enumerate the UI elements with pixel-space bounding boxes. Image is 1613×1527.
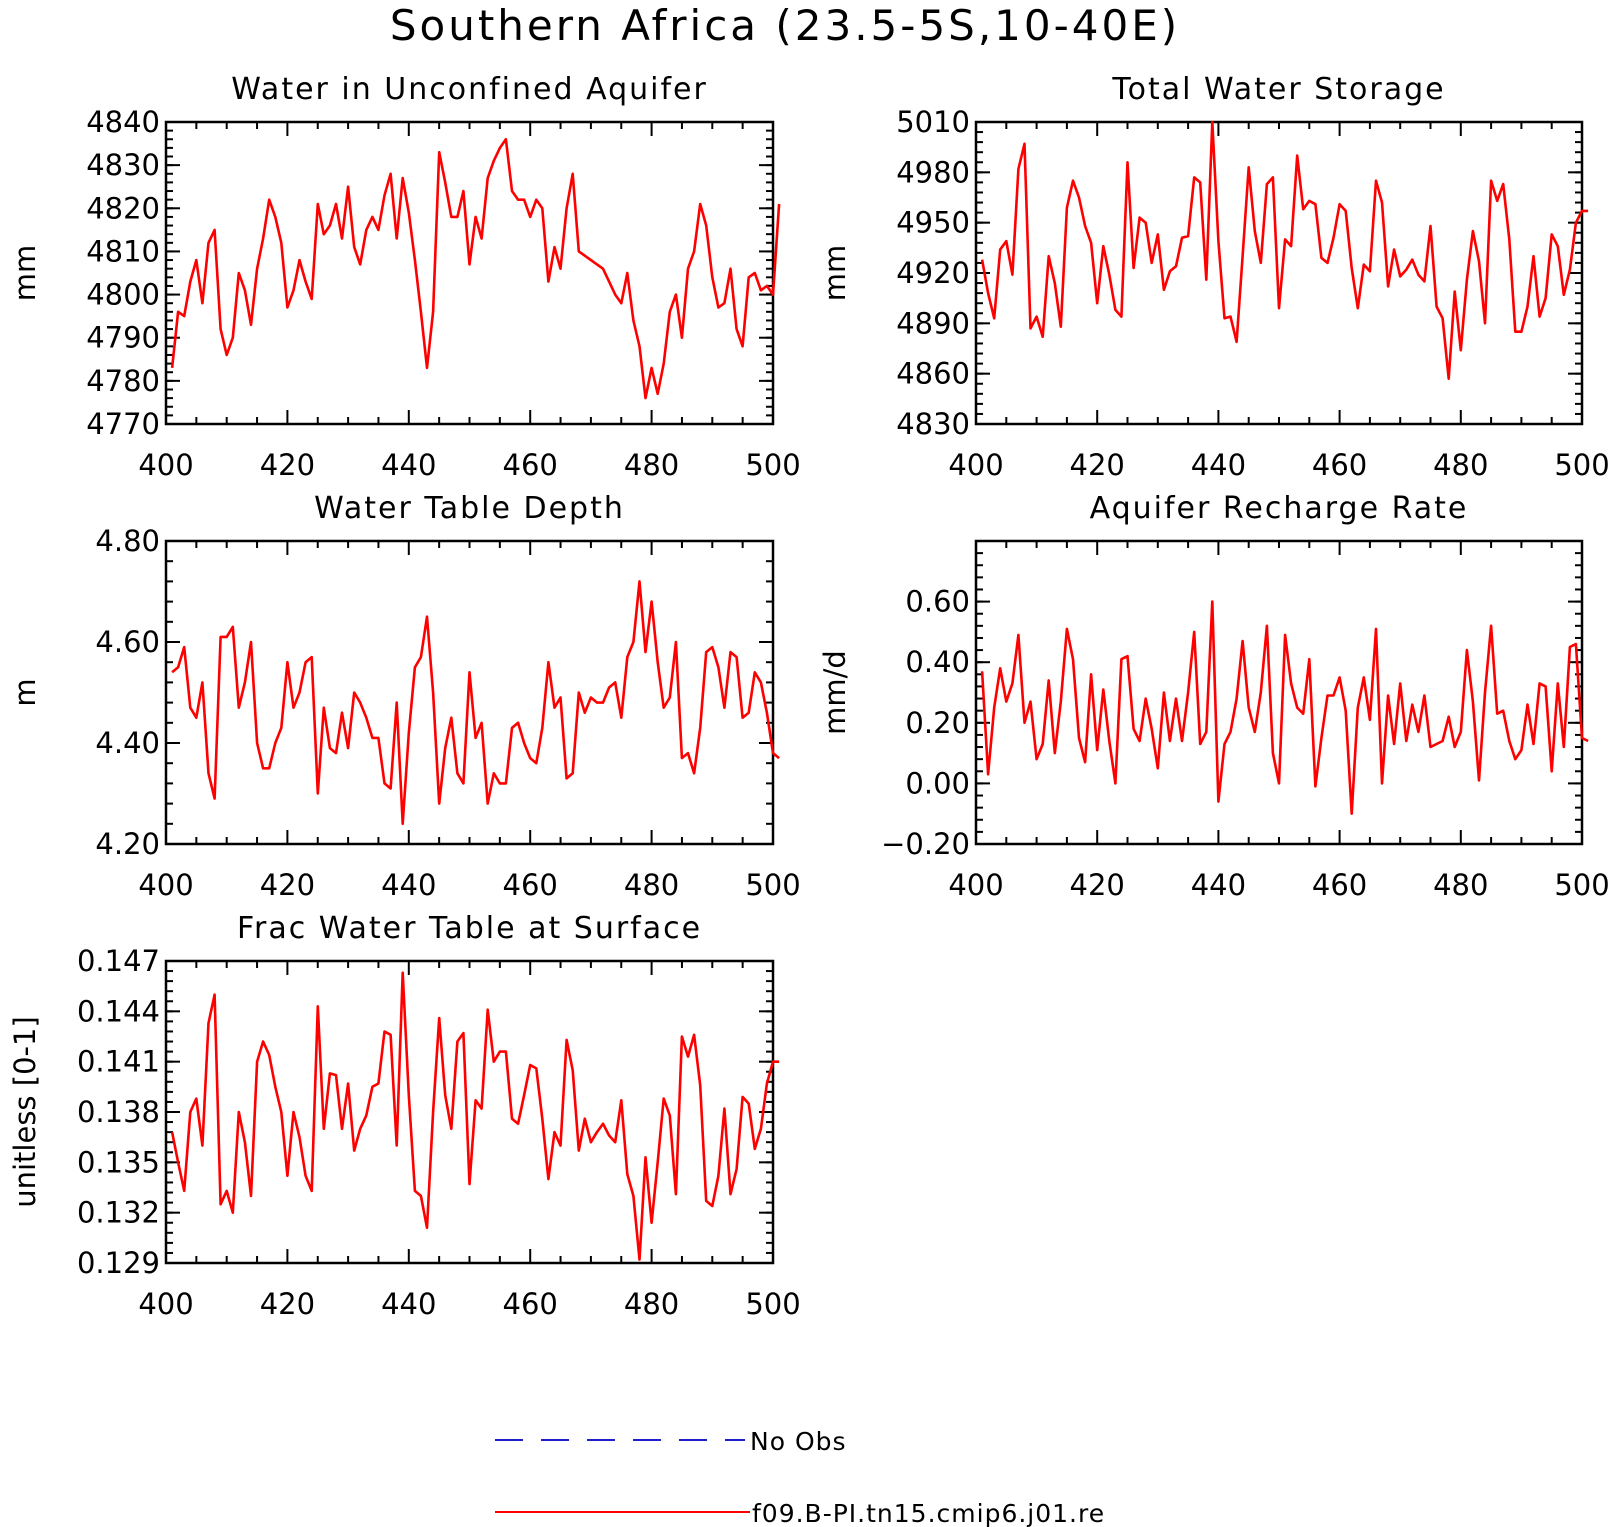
x-tick-label: 440	[1191, 868, 1246, 902]
y-axis-label: unitless [0-1]	[8, 1016, 42, 1208]
y-tick-label: 4840	[86, 105, 160, 139]
x-tick-label: 400	[138, 1287, 193, 1321]
x-tick-label: 440	[381, 1287, 436, 1321]
x-tick-label: 440	[381, 448, 436, 482]
y-tick-label: 0.138	[77, 1095, 160, 1129]
x-tick-label: 500	[1554, 448, 1609, 482]
y-tick-label: 4980	[896, 155, 970, 189]
panel-title: Frac Water Table at Surface	[237, 911, 702, 946]
y-tick-label: 4830	[896, 407, 970, 441]
y-tick-label: 0.144	[77, 994, 160, 1028]
panels: Water in Unconfined Aquifer 400 420 440 460 4…	[8, 72, 1610, 1321]
legend-label-model: f09.B-PI.tn15.cmip6.j01.re	[752, 1499, 1105, 1527]
legend-label-no-obs: No Obs	[750, 1427, 847, 1456]
y-tick-label: 4920	[896, 256, 970, 290]
x-tick-label: 500	[1554, 868, 1609, 902]
x-tick-label: 420	[1070, 868, 1125, 902]
y-tick-label: 4810	[86, 234, 160, 268]
x-tick-label: 400	[138, 448, 193, 482]
plot-frame	[164, 959, 775, 1265]
x-tick-label: 500	[745, 868, 800, 902]
x-tick-label: 480	[624, 868, 679, 902]
x-tick-label: 420	[260, 1287, 315, 1321]
x-tick-label: 420	[1070, 448, 1125, 482]
y-tick-label: 4820	[86, 191, 160, 225]
x-tick-label: 460	[503, 868, 558, 902]
x-tick-label: 400	[948, 448, 1003, 482]
y-tick-label: −0.20	[881, 827, 970, 861]
y-tick-label: 4780	[86, 364, 160, 398]
y-tick-label: 4.60	[95, 625, 160, 659]
y-tick-label: 0.141	[77, 1045, 160, 1079]
y-tick-label: 0.20	[905, 706, 970, 740]
y-tick-label: 4.40	[95, 726, 160, 760]
y-tick-label: 4860	[896, 357, 970, 391]
x-tick-label: 480	[1433, 448, 1488, 482]
y-tick-label: 0.129	[77, 1246, 160, 1280]
y-tick-label: 0.135	[77, 1145, 160, 1179]
figure-title: Southern Africa (23.5-5S,10-40E)	[390, 1, 1180, 50]
panel-frac-water-table-at-surface: Frac Water Table at Surface 400 420 440 460 4…	[8, 911, 801, 1321]
x-tick-label: 440	[381, 868, 436, 902]
x-tick-label: 480	[624, 448, 679, 482]
x-tick-label: 500	[745, 1287, 800, 1321]
series-line	[170, 138, 781, 400]
x-tick-label: 460	[503, 448, 558, 482]
legend: No Obs f09.B-PI.tn15.cmip6.j01.re	[495, 1427, 1105, 1527]
series-line	[171, 580, 780, 826]
y-tick-label: 0.00	[905, 766, 970, 800]
x-tick-label: 500	[745, 448, 800, 482]
y-axis-label: mm	[818, 245, 852, 302]
y-tick-label: 4.80	[95, 524, 160, 558]
plot-frame	[974, 539, 1584, 846]
y-tick-label: 4790	[86, 321, 160, 355]
series-line	[980, 120, 1589, 381]
x-tick-label: 460	[1312, 868, 1367, 902]
x-tick-label: 460	[1312, 448, 1367, 482]
y-tick-label: 0.147	[77, 944, 160, 978]
x-tick-label: 480	[1433, 868, 1488, 902]
y-tick-label: 4800	[86, 278, 160, 312]
panel-water-in-unconfined-aquifer: Water in Unconfined Aquifer 400 420 440 460 4…	[8, 72, 801, 482]
y-axis-label: mm/d	[818, 650, 852, 735]
x-tick-label: 460	[503, 1287, 558, 1321]
panel-title: Aquifer Recharge Rate	[1090, 491, 1469, 526]
y-tick-label: 0.40	[905, 645, 970, 679]
y-axis-label: mm	[8, 245, 42, 302]
y-tick-label: 4950	[896, 206, 970, 240]
y-tick-label: 4890	[896, 306, 970, 340]
panel-title: Total Water Storage	[1111, 72, 1445, 107]
x-tick-label: 400	[948, 868, 1003, 902]
y-axis-label: m	[8, 678, 42, 706]
x-tick-label: 400	[138, 868, 193, 902]
series-line	[980, 600, 1589, 816]
panel-title: Water in Unconfined Aquifer	[231, 72, 708, 107]
panel-aquifer-recharge-rate: Aquifer Recharge Rate 400 420 440 460 480 500 −…	[818, 491, 1610, 902]
x-tick-label: 480	[624, 1287, 679, 1321]
panel-title: Water Table Depth	[314, 491, 625, 526]
y-tick-label: 4.20	[95, 827, 160, 861]
y-tick-label: 0.60	[905, 585, 970, 619]
y-tick-label: 0.132	[77, 1196, 160, 1230]
x-tick-label: 420	[260, 448, 315, 482]
y-tick-label: 4770	[86, 407, 160, 441]
y-tick-label: 5010	[896, 105, 970, 139]
y-tick-label: 4830	[86, 148, 160, 182]
panel-water-table-depth: Water Table Depth 400 420 440 460 480 500 4.20 4…	[8, 491, 801, 902]
x-tick-label: 440	[1191, 448, 1246, 482]
x-tick-label: 420	[260, 868, 315, 902]
panel-total-water-storage: Total Water Storage 400 420 440 460 480 500 483…	[818, 72, 1610, 482]
plot-frame	[974, 120, 1584, 426]
series-line	[170, 971, 780, 1261]
